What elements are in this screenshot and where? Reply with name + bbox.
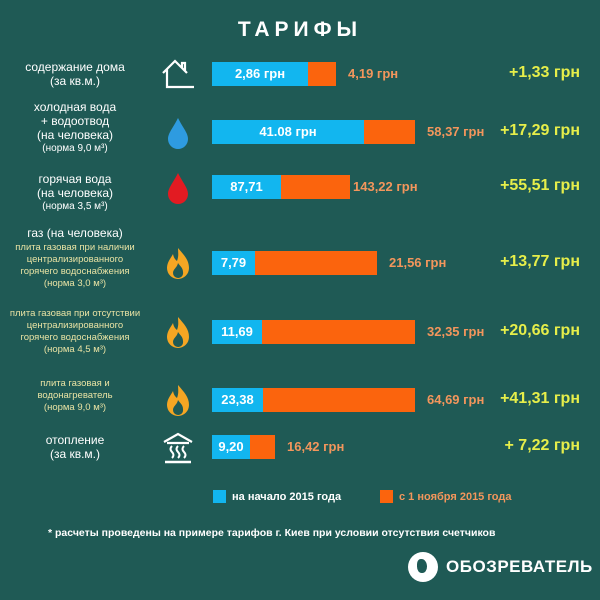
logo-text: ОБОЗРЕВАТЕЛЬ [446, 557, 593, 576]
bar-row: 7,79 [212, 251, 377, 275]
legend-swatch-new [380, 490, 393, 503]
sub-label-line: централизированного [26, 320, 124, 331]
value-new: 143,22 грн [353, 179, 418, 194]
value-diff: + 7,22 грн [504, 437, 580, 454]
legend-label-old: на начало 2015 года [232, 490, 342, 503]
footnote: * расчеты проведены на примере тарифов г… [48, 527, 496, 539]
label-line: (за кв.м.) [49, 74, 101, 88]
sub-label-line: водонагреватель [37, 390, 113, 401]
value-new: 4,19 грн [348, 66, 399, 81]
label-line: (за кв.м.) [49, 447, 101, 461]
value-new: 64,69 грн [427, 392, 485, 407]
norm-note: (норма 3,5 м³) [42, 201, 108, 212]
sub-label-line: (норма 3,0 м³) [43, 278, 107, 289]
bar-new [281, 175, 350, 199]
sub-label-line: (норма 4,5 м³) [43, 344, 107, 355]
bar-new [308, 62, 336, 86]
row-label: горячая вода (на человека) (норма 3,5 м³) [0, 172, 150, 214]
bar-old: 2,86 грн [212, 62, 308, 86]
bar-old: 41.08 грн [212, 120, 364, 144]
row-label: холодная вода + водоотвод (на человека) (но… [0, 100, 150, 156]
sub-label-line: плита газовая и [40, 378, 110, 389]
label-line: + водоотвод [40, 114, 110, 128]
water-drop-icon [160, 114, 196, 150]
sub-label-line: плита газовая при отсутствии [9, 308, 141, 319]
sub-label-line: централизированного [26, 254, 124, 265]
house-icon [160, 56, 196, 92]
bar-row: 23,38 [212, 388, 415, 412]
value-new: 16,42 грн [287, 439, 345, 454]
flame-icon [160, 314, 196, 350]
legend-old: на начало 2015 года [213, 490, 341, 503]
value-diff: +1,33 грн [508, 64, 580, 81]
value-diff: +17,29 грн [500, 122, 580, 139]
bar-old: 7,79 [212, 251, 255, 275]
label-line: отопление [45, 433, 105, 447]
bar-row: 87,71 [212, 175, 350, 199]
value-diff: +20,66 грн [500, 322, 580, 339]
flame-icon [160, 382, 196, 418]
bar-old: 11,69 [212, 320, 262, 344]
bar-new [262, 320, 415, 344]
legend-new: с 1 ноября 2015 года [380, 490, 511, 503]
label-line: холодная вода [33, 100, 117, 114]
chart-title: ТАРИФЫ [237, 18, 363, 41]
value-new: 32,35 грн [427, 324, 485, 339]
bar-row: 2,86 грн [212, 62, 336, 86]
flame-icon [160, 245, 196, 281]
value-diff: +41,31 грн [500, 390, 580, 407]
sub-label-line: (норма 9,0 м³) [43, 402, 107, 413]
bar-old: 9,20 [212, 435, 250, 459]
legend-label-new: с 1 ноября 2015 года [399, 490, 512, 503]
sub-label-line: горячего водоснабжения [20, 332, 130, 343]
bar-row: 11,69 [212, 320, 415, 344]
globe-icon [408, 552, 438, 582]
bar-new [255, 251, 377, 275]
label-line: содержание дома [25, 60, 125, 74]
sub-label-line: горячего водоснабжения [20, 266, 130, 277]
logo: ОБОЗРЕВАТЕЛЬ [408, 552, 593, 582]
value-diff: +55,51 грн [500, 177, 580, 194]
label-line: (на человека) [36, 186, 114, 200]
row-label: плита газовая и водонагреватель (норма 9,0… [0, 378, 150, 414]
bar-new [364, 120, 415, 144]
row-label: плита газовая при отсутствии централизиро… [0, 308, 150, 356]
bar-row: 9,20 [212, 435, 275, 459]
value-new: 21,56 грн [389, 255, 447, 270]
heating-icon [160, 429, 196, 465]
label-line: горячая вода [38, 172, 112, 186]
value-diff: +13,77 грн [500, 253, 580, 270]
bar-new [250, 435, 275, 459]
label-line: (на человека) [36, 128, 114, 142]
bar-old: 23,38 [212, 388, 263, 412]
value-new: 58,37 грн [427, 124, 485, 139]
category-header: газ (на человека) [27, 226, 123, 240]
row-label: содержание дома (за кв.м.) [0, 60, 150, 88]
row-label: отопление (за кв.м.) [0, 433, 150, 461]
hot-water-drop-icon [160, 169, 196, 205]
bar-new [263, 388, 415, 412]
row-label: газ (на человека) плита газовая при налич… [0, 226, 150, 290]
norm-note: (норма 9,0 м³) [42, 143, 108, 154]
legend-swatch-old [213, 490, 226, 503]
bar-row: 41.08 грн [212, 120, 415, 144]
bar-old: 87,71 [212, 175, 281, 199]
sub-label-line: плита газовая при наличии [15, 242, 135, 253]
